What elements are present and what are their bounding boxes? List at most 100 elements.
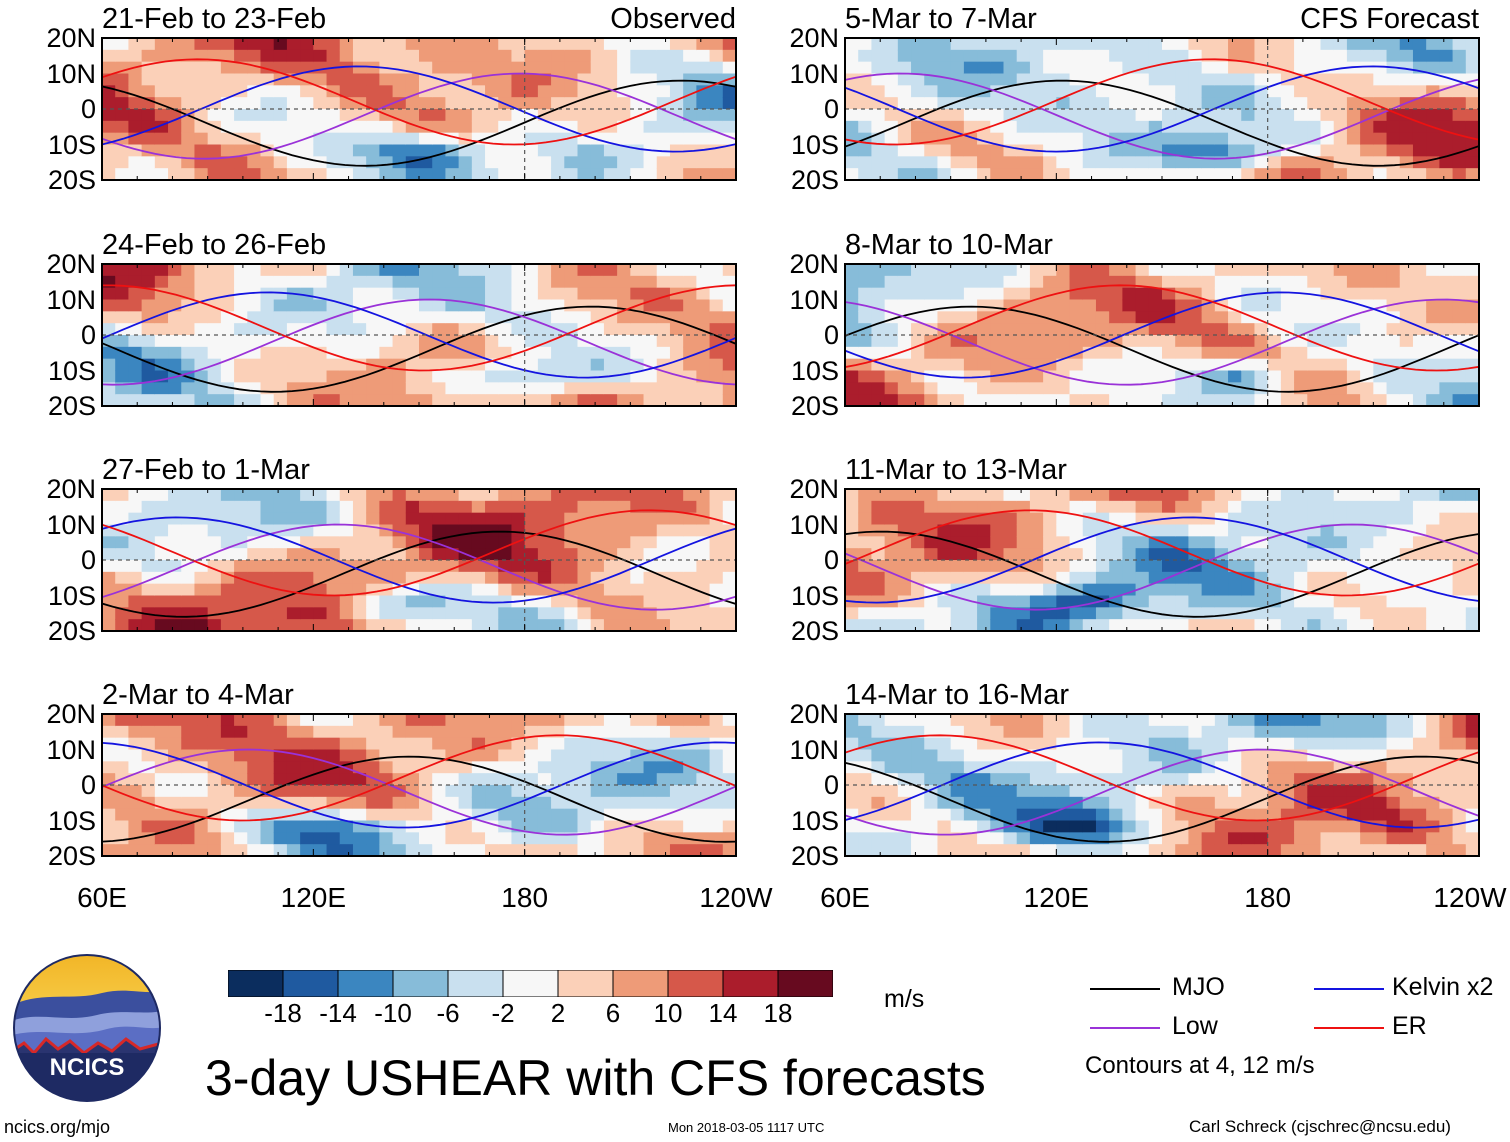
field-cell bbox=[897, 144, 912, 157]
field-cell bbox=[1465, 761, 1479, 774]
field-cell bbox=[590, 156, 605, 169]
field-cell bbox=[603, 382, 618, 395]
field-cell bbox=[656, 619, 671, 631]
field-cell bbox=[858, 619, 873, 631]
field-cell bbox=[897, 714, 912, 727]
field-cell bbox=[1228, 808, 1242, 822]
field-cell bbox=[445, 323, 460, 336]
field-cell bbox=[656, 844, 671, 856]
field-cell bbox=[1412, 714, 1427, 727]
field-cell bbox=[1228, 346, 1242, 360]
field-cell bbox=[1360, 583, 1374, 597]
field-cell bbox=[845, 97, 859, 110]
field-cell bbox=[669, 595, 684, 608]
field-cell bbox=[1267, 808, 1282, 822]
field-cell bbox=[1294, 299, 1308, 312]
contour-kelvin bbox=[845, 741, 1479, 829]
field-cell bbox=[911, 749, 925, 762]
field-cell bbox=[683, 500, 697, 514]
field-cell bbox=[524, 85, 539, 98]
field-cell bbox=[445, 287, 460, 301]
panel-2-field bbox=[102, 264, 736, 406]
field-cell bbox=[709, 382, 724, 395]
field-cell bbox=[392, 560, 407, 573]
field-cell bbox=[709, 132, 724, 146]
field-cell bbox=[181, 168, 196, 180]
field-cell bbox=[1069, 264, 1084, 277]
field-cell bbox=[366, 323, 380, 336]
field-cell bbox=[1043, 489, 1057, 502]
field-cell bbox=[326, 560, 341, 573]
field-cell bbox=[1188, 382, 1203, 395]
field-cell bbox=[234, 109, 248, 122]
field-cell bbox=[458, 38, 473, 51]
field-cell bbox=[683, 619, 697, 631]
field-cell bbox=[643, 808, 658, 822]
field-cell bbox=[445, 382, 460, 395]
field-cell bbox=[1360, 500, 1374, 514]
field-cell bbox=[485, 346, 499, 360]
field-cell bbox=[656, 38, 671, 51]
field-cell bbox=[326, 73, 341, 86]
field-cell bbox=[1360, 548, 1374, 561]
field-cell bbox=[511, 61, 526, 75]
field-cell bbox=[1122, 500, 1137, 514]
field-cell bbox=[1228, 560, 1242, 573]
field-cell bbox=[300, 607, 314, 620]
field-cell bbox=[1320, 109, 1335, 122]
field-cell bbox=[1241, 61, 1256, 75]
field-cell bbox=[1148, 49, 1163, 63]
field-cell bbox=[273, 132, 288, 146]
field-cell bbox=[590, 714, 605, 727]
field-cell bbox=[709, 571, 724, 585]
field-cell bbox=[1320, 832, 1335, 845]
field-cell bbox=[1452, 85, 1467, 98]
field-cell bbox=[1122, 820, 1137, 833]
field-cell bbox=[524, 394, 539, 406]
field-cell bbox=[392, 548, 407, 561]
field-cell bbox=[181, 156, 196, 169]
field-cell bbox=[884, 85, 899, 98]
field-cell bbox=[419, 394, 433, 406]
field-cell bbox=[154, 264, 169, 277]
field-cell bbox=[1148, 737, 1163, 751]
field-cell bbox=[1214, 820, 1229, 833]
field-cell bbox=[445, 489, 460, 502]
field-cell bbox=[1043, 560, 1057, 573]
field-cell bbox=[1439, 583, 1454, 597]
field-cell bbox=[194, 109, 209, 122]
panel-7-field bbox=[845, 489, 1479, 631]
field-cell bbox=[458, 489, 473, 502]
field-cell bbox=[1360, 773, 1374, 786]
field-cell bbox=[1214, 144, 1229, 157]
field-cell bbox=[590, 832, 605, 845]
field-cell bbox=[1056, 120, 1071, 134]
field-cell bbox=[326, 275, 341, 289]
field-cell bbox=[181, 832, 196, 845]
field-cell bbox=[234, 749, 248, 762]
field-cell bbox=[273, 382, 288, 395]
field-cell bbox=[1122, 832, 1137, 845]
field-cell bbox=[194, 785, 209, 798]
field-cell bbox=[937, 500, 952, 514]
field-cell bbox=[445, 737, 460, 751]
field-cell bbox=[1029, 346, 1044, 360]
field-cell bbox=[1439, 49, 1454, 63]
field-cell bbox=[884, 109, 899, 122]
field-cell bbox=[1280, 619, 1295, 631]
field-cell bbox=[977, 156, 991, 169]
field-cell bbox=[154, 844, 169, 856]
field-cell bbox=[1333, 299, 1348, 312]
field-cell bbox=[1162, 489, 1176, 502]
field-cell bbox=[1333, 524, 1348, 537]
field-cell bbox=[194, 725, 209, 739]
field-cell bbox=[696, 287, 711, 301]
field-cell bbox=[273, 595, 288, 608]
field-cell bbox=[471, 571, 486, 585]
field-cell bbox=[128, 524, 143, 537]
field-cell bbox=[1346, 524, 1361, 537]
field-cell bbox=[1267, 773, 1282, 786]
field-cell bbox=[963, 382, 978, 395]
field-cell bbox=[432, 583, 447, 597]
field-cell bbox=[128, 808, 143, 822]
